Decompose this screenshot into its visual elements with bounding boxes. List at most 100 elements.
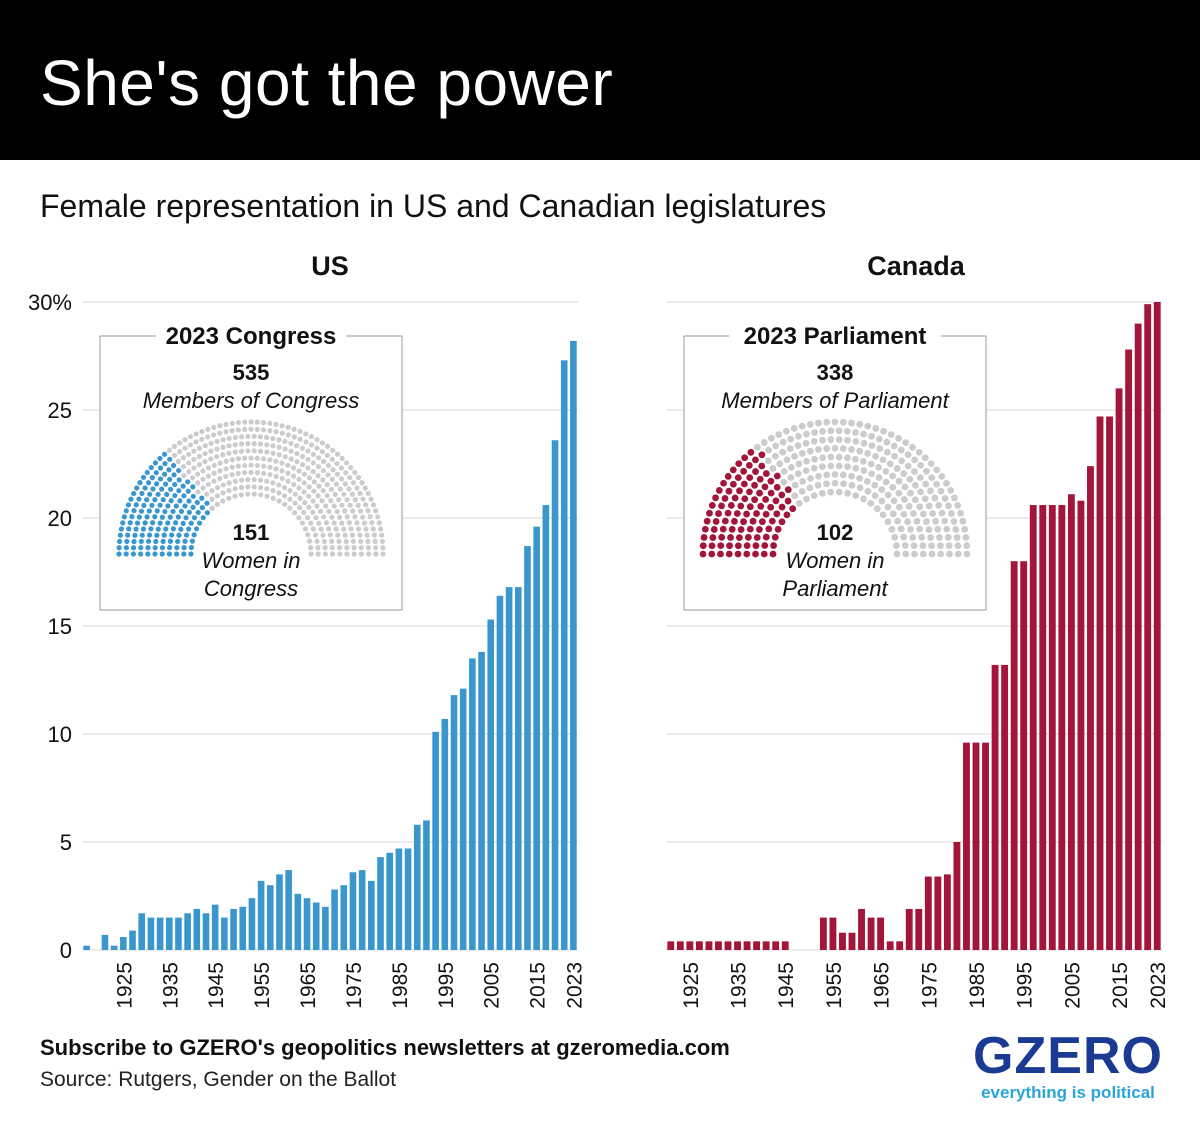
seat-dot [868,432,875,440]
female-seat-dot [719,525,727,533]
seat-dot [270,450,276,456]
seat-dot [364,532,370,538]
seat-dot [927,460,935,468]
seat-dot [803,457,810,465]
female-seat-dot [176,532,182,538]
seat-dot [267,457,273,463]
seat-dot [191,465,197,471]
seat-dot [379,532,385,538]
us-bar-1939 [184,913,191,950]
female-seat-dot [125,532,131,538]
seat-dot [954,542,962,550]
seat-dot [245,491,251,497]
seat-dot [291,510,298,516]
female-seat-dot [191,532,197,538]
subscribe-note: Subscribe to GZERO's geopolitics newslet… [40,1035,730,1060]
seat-dot [856,474,863,482]
seat-dot [202,459,208,465]
canada-bar-1931 [715,941,722,950]
seat-dot [166,447,173,453]
seat-dot [961,525,969,533]
female-seat-dot [771,533,779,541]
seat-dot [238,492,244,498]
seat-dot [267,464,273,470]
female-seat-dot [167,538,174,544]
seat-dot [893,542,900,549]
seat-dot [257,434,263,440]
seat-dot [916,474,924,481]
seat-dot [254,426,260,432]
female-seat-dot [148,464,154,471]
us-x-tick-1945: 1945 [205,962,228,1009]
seat-dot [270,435,276,442]
seat-dot [308,520,314,526]
female-seat-dot [778,503,786,511]
seat-dot [373,551,379,557]
seat-dot [254,455,260,461]
y-tick-label: 20 [48,506,72,531]
female-seat-dot [159,551,165,557]
seat-dot [301,489,307,495]
seat-dot [279,468,285,474]
seat-dot [195,480,201,486]
seat-dot [878,497,886,505]
female-seat-dot [123,551,129,557]
us-bar-1935 [165,917,173,950]
seat-dot [357,508,364,514]
female-seat-dot [773,483,781,491]
seat-dot [245,484,251,490]
female-seat-dot [174,545,180,551]
seat-dot [889,483,897,491]
seat-dot [291,426,297,432]
female-seat-dot [708,502,716,509]
seat-dot [223,429,229,435]
seat-dot [220,490,226,496]
female-seat-dot [167,476,173,482]
seat-dot [358,545,364,551]
seat-dot [935,501,943,509]
seat-dot [860,467,868,475]
seat-dot [360,496,366,502]
seat-dot [276,452,282,458]
seat-dot [276,490,282,496]
female-seat-dot [735,460,743,468]
seat-dot [248,469,254,475]
female-seat-dot [190,493,196,499]
seat-dot [938,509,946,517]
seat-dot [884,518,892,526]
seat-dot [248,419,254,425]
seat-dot [359,480,365,486]
seat-dot [780,478,788,486]
seat-dot [880,427,887,435]
female-seat-dot [169,532,175,538]
seat-dot [879,511,887,519]
female-seat-dot [758,451,766,459]
female-seat-dot [116,538,123,545]
us-x-tick-2023: 2023 [563,962,586,1009]
seat-dot [795,432,802,440]
seat-dot [330,551,336,557]
female-seat-dot [152,460,159,466]
female-seat-dot [767,477,775,485]
seat-dot [331,520,337,526]
female-seat-dot [767,489,775,497]
canada-bar-2021 [1144,304,1152,950]
canada-bar-1987 [982,742,989,950]
us-bar-1953 [248,898,256,950]
seat-dot [264,442,270,448]
seat-dot [823,445,831,452]
female-seat-dot [128,496,134,502]
female-seat-dot [725,550,733,558]
seat-dot [242,462,248,469]
us-bar-1979 [368,880,375,950]
female-seat-dot [123,545,129,551]
seat-dot [871,481,879,489]
seat-dot [760,439,768,446]
female-seat-dot [757,502,765,510]
seat-dot [322,545,328,551]
seat-dot [872,425,880,432]
female-seat-dot [756,489,763,497]
us-x-tick-1965: 1965 [297,962,320,1009]
seat-dot [248,426,254,432]
female-seat-dot [182,503,188,509]
